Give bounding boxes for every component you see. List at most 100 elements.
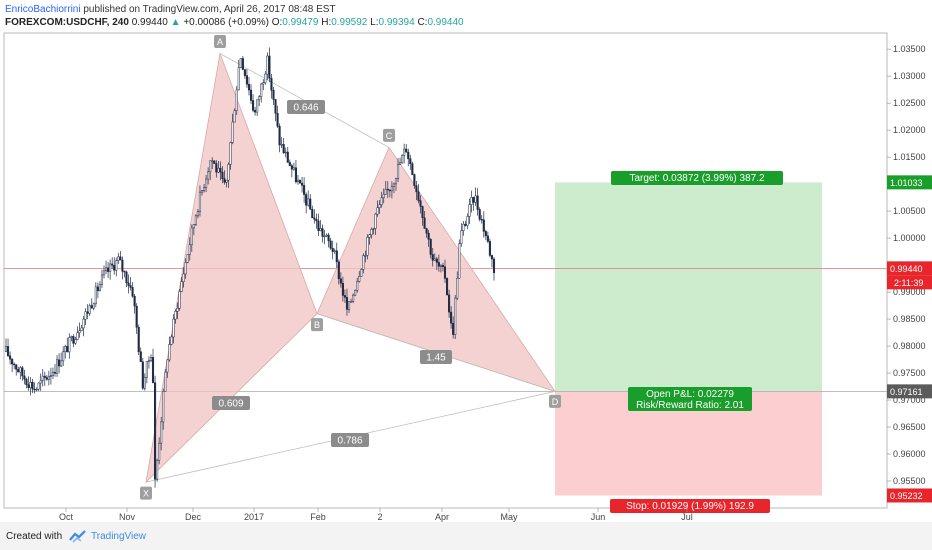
candle bbox=[217, 161, 220, 174]
candle bbox=[354, 289, 357, 297]
candle bbox=[311, 205, 314, 219]
candle-body bbox=[227, 164, 230, 181]
candle bbox=[374, 212, 377, 235]
candle bbox=[488, 238, 491, 258]
candle bbox=[109, 259, 112, 280]
candle bbox=[472, 196, 475, 211]
candle bbox=[474, 187, 477, 207]
candle-body bbox=[298, 179, 302, 184]
candle bbox=[225, 179, 228, 188]
candle-body bbox=[386, 188, 389, 191]
candle bbox=[249, 84, 253, 105]
candle bbox=[154, 375, 157, 488]
candle-body bbox=[225, 179, 228, 183]
author-link[interactable]: EnricoBachiorrini bbox=[5, 4, 81, 15]
candle bbox=[386, 181, 389, 198]
candle bbox=[147, 356, 150, 369]
candle-body bbox=[286, 151, 289, 163]
candle-body bbox=[241, 58, 244, 70]
candle bbox=[129, 276, 132, 291]
candle bbox=[80, 324, 83, 332]
point-c-bg bbox=[383, 128, 395, 142]
candle-body bbox=[107, 267, 110, 272]
candle bbox=[213, 160, 216, 164]
candle bbox=[431, 248, 434, 267]
candle-body bbox=[437, 262, 440, 267]
candle-body bbox=[90, 305, 93, 309]
candle bbox=[21, 366, 24, 381]
candle-body bbox=[456, 277, 459, 299]
candle-body bbox=[221, 171, 224, 179]
published-text: published on TradingView.com, April 26, … bbox=[83, 4, 336, 15]
candle bbox=[35, 387, 38, 392]
candle-body bbox=[162, 391, 165, 423]
candle bbox=[166, 359, 169, 378]
pnl-label-line2: Risk/Reward Ratio: 2.01 bbox=[636, 400, 744, 411]
candle-body bbox=[149, 357, 153, 361]
candle bbox=[401, 154, 404, 164]
open-label: O: bbox=[271, 17, 283, 28]
candle bbox=[196, 209, 199, 219]
candle bbox=[17, 366, 20, 373]
candle bbox=[290, 163, 293, 178]
candle bbox=[127, 274, 130, 294]
high-value: 0.99592 bbox=[331, 17, 368, 28]
candle bbox=[90, 298, 93, 309]
candle-body bbox=[180, 281, 183, 292]
candle-body bbox=[488, 241, 491, 256]
candle-body bbox=[168, 344, 171, 361]
candle-body bbox=[86, 311, 89, 314]
candle-body bbox=[135, 305, 138, 328]
candle-body bbox=[84, 311, 87, 320]
candle-body bbox=[82, 318, 85, 329]
candle-body bbox=[405, 148, 408, 153]
candle bbox=[9, 351, 12, 365]
candle-body bbox=[35, 388, 38, 391]
candle bbox=[15, 363, 18, 376]
candle bbox=[111, 257, 114, 269]
candle-body bbox=[358, 276, 361, 282]
candle bbox=[480, 215, 483, 224]
candle bbox=[421, 205, 424, 226]
candle bbox=[284, 147, 287, 158]
x-tick-label: Jul bbox=[681, 512, 693, 522]
candle-body bbox=[448, 294, 451, 313]
ratio-ac-bg bbox=[287, 100, 325, 114]
candle-body bbox=[39, 380, 42, 384]
candle bbox=[437, 254, 440, 272]
candle-body bbox=[143, 376, 146, 389]
candle-body bbox=[41, 375, 44, 381]
candle bbox=[233, 108, 236, 123]
candle-body bbox=[433, 258, 436, 261]
candle-body bbox=[145, 360, 148, 378]
y-tick-label: 0.97000 bbox=[893, 395, 926, 405]
x-tick-label: Apr bbox=[435, 512, 449, 522]
candle bbox=[11, 358, 14, 373]
candle-body bbox=[37, 382, 40, 390]
candle-body bbox=[268, 55, 271, 79]
candle-body bbox=[33, 388, 36, 391]
candle bbox=[427, 229, 430, 247]
candle bbox=[337, 259, 340, 285]
candle-body bbox=[137, 326, 140, 353]
target-label-bg bbox=[611, 171, 783, 185]
candle-body bbox=[219, 167, 222, 173]
candle-body bbox=[92, 303, 95, 309]
candle bbox=[184, 258, 187, 279]
symbol-label[interactable]: FOREXCOM:USDCHF, 240 bbox=[5, 17, 129, 28]
candle bbox=[413, 173, 416, 189]
candle-body bbox=[70, 336, 73, 338]
candle bbox=[94, 282, 97, 308]
candle bbox=[198, 185, 202, 217]
candle bbox=[331, 240, 334, 260]
candle-body bbox=[151, 357, 155, 383]
candle bbox=[96, 282, 99, 299]
candle-body bbox=[213, 160, 216, 164]
candle-body bbox=[392, 183, 395, 187]
tradingview-brand[interactable]: TradingView bbox=[91, 531, 147, 542]
candle bbox=[456, 271, 459, 301]
candle bbox=[435, 256, 438, 271]
candle-body bbox=[31, 382, 34, 390]
x-tick-label: 2 bbox=[377, 512, 382, 522]
